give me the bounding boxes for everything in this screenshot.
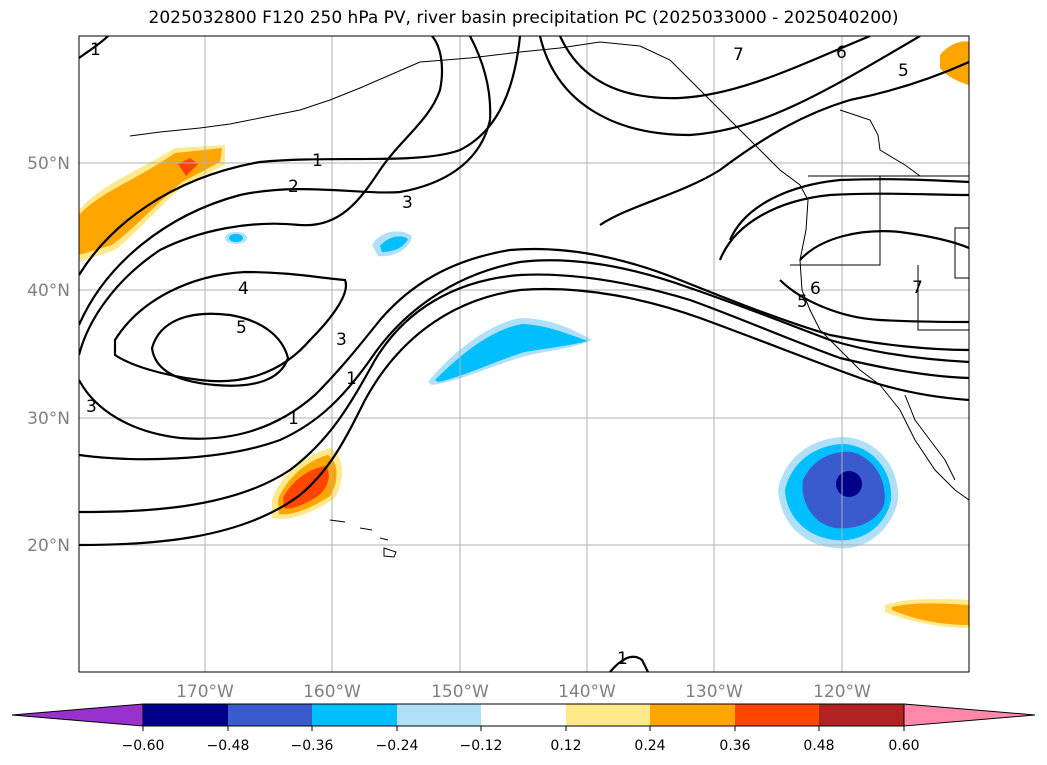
contour-label: 2 xyxy=(288,177,299,197)
plot-frame xyxy=(78,35,970,673)
colorbar: −0.60 −0.48 −0.36 −0.24 −0.12 0.12 0.24 … xyxy=(11,703,1036,754)
lon-tick-label: 130°W xyxy=(685,682,743,702)
colorbar-segment xyxy=(228,704,312,726)
colorbar-tick-label: −0.48 xyxy=(207,738,250,754)
pv-contour-5b xyxy=(779,279,969,324)
pv-contour-7 xyxy=(718,192,969,261)
pv-contour-1b xyxy=(79,273,969,514)
pv-contours xyxy=(79,36,969,672)
coastlines xyxy=(129,41,969,558)
pv-contour-6 xyxy=(728,178,969,241)
colorbar-tick-label: 0.60 xyxy=(888,738,919,754)
pv-contour-4 xyxy=(113,270,348,383)
colorbar-segment xyxy=(397,704,481,726)
precip-negative-small xyxy=(229,234,243,242)
contour-label: 6 xyxy=(836,43,847,63)
colorbar-segment xyxy=(312,704,397,726)
lon-tick-label: 150°W xyxy=(431,682,489,702)
pv-contour-nw1 xyxy=(79,36,109,59)
colorbar-extend-high xyxy=(903,703,1036,727)
map-title: 2025032800 F120 250 hPa PV, river basin … xyxy=(148,8,899,28)
pv-contour-0b xyxy=(79,287,969,547)
colorbar-ticks xyxy=(142,726,905,731)
colorbar-tick-label: 0.48 xyxy=(803,738,834,754)
lon-tick-label: 120°W xyxy=(813,682,871,702)
pv-contour-n1 xyxy=(558,36,871,100)
colorbar-segment xyxy=(143,704,228,726)
contour-label: 3 xyxy=(402,193,413,213)
contour-label: 5 xyxy=(236,318,247,338)
colorbar-tick-label: −0.60 xyxy=(122,738,165,754)
contour-label: 7 xyxy=(733,45,744,65)
pv-contour-3 xyxy=(79,36,444,356)
contour-labels: 1 1 1 2 3 3 3 4 5 5 5 6 6 7 7 1 1 xyxy=(86,40,923,669)
lon-tick-label: 170°W xyxy=(176,682,234,702)
precip-positive-ne xyxy=(940,41,969,85)
lat-tick-label: 20°N xyxy=(27,536,70,556)
contour-label: 5 xyxy=(898,61,909,81)
contour-label: 1 xyxy=(90,40,101,60)
colorbar-segment xyxy=(481,704,566,726)
colorbar-segment xyxy=(650,704,735,726)
contour-label: 7 xyxy=(912,278,923,298)
contour-label: 6 xyxy=(810,279,821,299)
contour-label: 3 xyxy=(336,330,347,350)
lat-tick-labels: 50°N 40°N 30°N 20°N xyxy=(27,154,70,556)
colorbar-tick-label: 0.36 xyxy=(719,738,750,754)
colorbar-segment xyxy=(735,704,819,726)
precip-negative-central xyxy=(435,324,588,382)
pv-contour-5 xyxy=(150,312,290,387)
precip-negative-core xyxy=(836,471,862,497)
lon-tick-label: 160°W xyxy=(303,682,361,702)
lat-tick-label: 40°N xyxy=(27,281,70,301)
colorbar-tick-label: 0.24 xyxy=(634,738,665,754)
colorbar-tick-label: −0.12 xyxy=(460,738,503,754)
pv-contour-n3 xyxy=(599,60,969,226)
pv-contour-1 xyxy=(79,36,522,276)
graticule xyxy=(79,36,969,672)
contour-label: 1 xyxy=(346,369,357,389)
precip-positive-se xyxy=(892,603,969,625)
pv-contour-s1 xyxy=(609,655,649,672)
contour-label: 4 xyxy=(238,279,249,299)
lat-tick-label: 30°N xyxy=(27,409,70,429)
contour-label: 1 xyxy=(617,649,628,669)
colorbar-segment xyxy=(819,704,904,726)
precip-negative-small2 xyxy=(380,236,408,252)
colorbar-extend-low xyxy=(11,703,144,727)
pv-contour-2b xyxy=(79,259,969,461)
colorbar-segment xyxy=(566,704,650,726)
lat-tick-label: 50°N xyxy=(27,154,70,174)
lon-tick-label: 140°W xyxy=(558,682,616,702)
contour-label: 1 xyxy=(288,409,299,429)
pv-contour-3b xyxy=(79,247,969,440)
pv-contour-2 xyxy=(79,36,492,326)
contour-label: 1 xyxy=(312,151,323,171)
colorbar-tick-label: −0.36 xyxy=(291,738,334,754)
pv-contour-n2 xyxy=(538,36,921,137)
contour-label: 3 xyxy=(86,397,97,417)
contour-label: 5 xyxy=(797,292,808,312)
pv-contour-inner xyxy=(799,230,969,261)
colorbar-tick-label: 0.12 xyxy=(550,738,581,754)
colorbar-tick-label: −0.24 xyxy=(376,738,419,754)
lon-tick-labels: 170°W 160°W 150°W 140°W 130°W 120°W xyxy=(176,682,871,702)
